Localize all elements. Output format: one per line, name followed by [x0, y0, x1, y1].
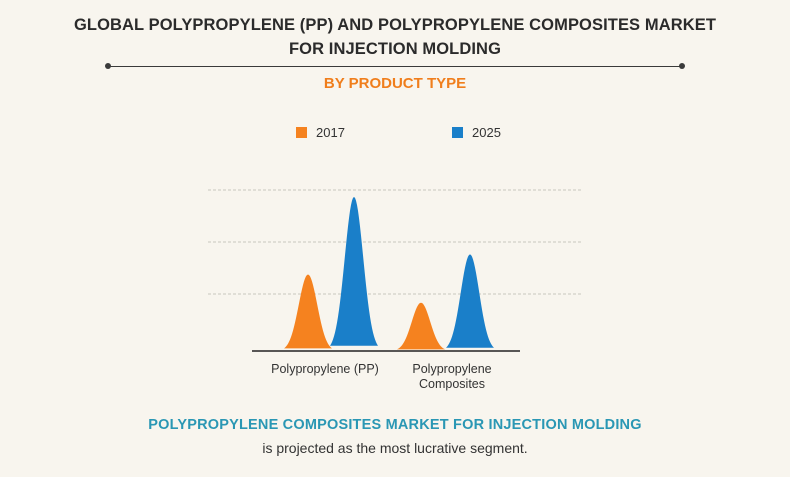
peak-pp-2025 [330, 197, 378, 346]
legend-item-2025: 2025 [452, 124, 501, 140]
chart-title-line2: FOR INJECTION MOLDING [288, 40, 501, 58]
legend-label-2025: 2025 [472, 124, 501, 140]
peak-composites-2025 [446, 254, 494, 348]
category-label-composites: Polypropylene Composites [412, 362, 492, 391]
legend-label-2017: 2017 [316, 124, 345, 140]
chart-subtitle: BY PRODUCT TYPE [323, 75, 467, 92]
legend-swatch-2025 [452, 126, 463, 138]
peak-composites-2017 [397, 302, 445, 350]
category-label-pp: Polypropylene (PP) [271, 362, 379, 376]
footer-headline: POLYPROPYLENE COMPOSITES MARKET FOR INJE… [148, 417, 642, 433]
legend-swatch-2017 [296, 126, 307, 138]
chart-title-line1: GLOBAL POLYPROPYLENE (PP) AND POLYPROPYL… [73, 16, 717, 34]
footer-text: is projected as the most lucrative segme… [262, 440, 528, 456]
divider-right-dot [679, 63, 685, 69]
peak-pp-2017 [284, 274, 332, 349]
chart-peaks [284, 197, 494, 350]
title-divider [108, 66, 682, 67]
chart-grid [208, 189, 582, 295]
legend-item-2017: 2017 [296, 124, 345, 140]
chart-title: GLOBAL POLYPROPYLENE (PP) AND POLYPROPYL… [0, 13, 790, 61]
divider-left-dot [105, 63, 111, 69]
